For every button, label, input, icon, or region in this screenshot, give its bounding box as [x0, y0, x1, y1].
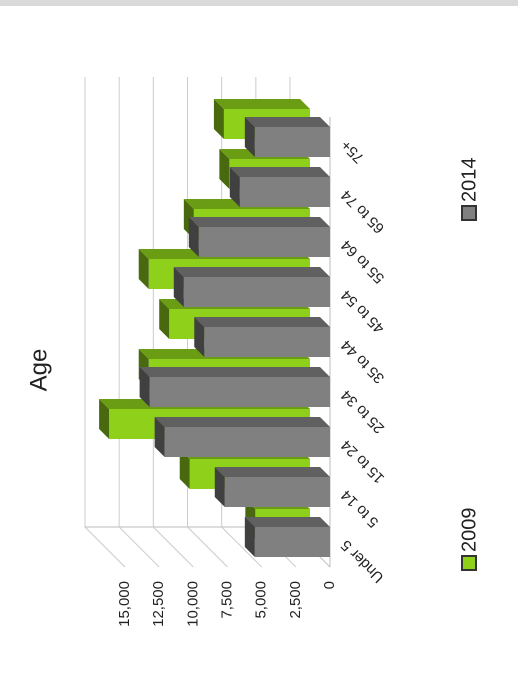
bar-side	[244, 117, 330, 127]
x-tick-label: 25 to 34	[338, 386, 388, 436]
bar-top	[219, 149, 230, 189]
bar-side	[194, 317, 330, 327]
grid-line	[84, 77, 126, 568]
bar-side	[188, 217, 330, 227]
y-tick-label: 15,000	[116, 581, 133, 627]
y-tick-label: 10,000	[184, 581, 201, 627]
x-tick-label: Under 5	[338, 536, 388, 586]
bar-side	[213, 99, 310, 109]
rotated-chart: Age 0 2,500 5,000 7,500 10,000 12,500 15,000 Un…	[25, 77, 480, 627]
chart-title: Age	[25, 349, 52, 392]
x-tick-label: 75+	[337, 136, 367, 166]
bar-top	[188, 217, 199, 257]
bar-side	[139, 367, 330, 377]
bar-top	[173, 267, 184, 307]
bar	[149, 377, 330, 407]
x-tick-label: 35 to 44	[338, 336, 388, 386]
bar-top	[213, 99, 224, 139]
bar-top	[159, 299, 170, 339]
y-tick-label: 12,500	[150, 581, 167, 627]
x-tick-label: 55 to 64	[338, 236, 388, 286]
bar-top	[244, 517, 255, 557]
y-tick-label: 5,000	[253, 581, 270, 619]
legend-label: 2014	[458, 158, 480, 203]
legend-swatch	[461, 555, 477, 571]
bar-top	[154, 417, 165, 457]
grid-line	[152, 77, 194, 568]
x-tick-label: 15 to 24	[338, 436, 388, 486]
bar-side	[173, 267, 330, 277]
bar	[239, 177, 330, 207]
bar-top	[179, 449, 190, 489]
bar-top	[138, 249, 149, 289]
legend-swatch	[461, 205, 477, 221]
bar	[198, 227, 330, 257]
bar-side	[214, 467, 330, 477]
bar-side	[229, 167, 330, 177]
bar-top	[139, 367, 150, 407]
bar	[224, 477, 330, 507]
bar-top	[99, 399, 110, 439]
top-bar	[0, 0, 518, 6]
bar-top	[214, 467, 225, 507]
bar	[204, 327, 330, 357]
bar	[183, 277, 330, 307]
bar-top	[229, 167, 240, 207]
y-tick-label: 7,500	[218, 581, 235, 619]
legend-label: 2009	[458, 508, 480, 553]
bar-top	[194, 317, 205, 357]
x-tick-label: 65 to 74	[338, 186, 388, 236]
bar	[254, 527, 330, 557]
grid-line	[118, 77, 160, 568]
bar	[254, 127, 330, 157]
bar-side	[244, 517, 330, 527]
y-tick-label: 2,500	[287, 581, 304, 619]
bar	[164, 427, 330, 457]
x-tick-label: 5 to 14	[338, 486, 382, 530]
x-tick-label: 45 to 54	[338, 286, 388, 336]
bar-top	[244, 117, 255, 157]
y-tick-label: 0	[321, 581, 338, 589]
bar-side	[154, 417, 330, 427]
